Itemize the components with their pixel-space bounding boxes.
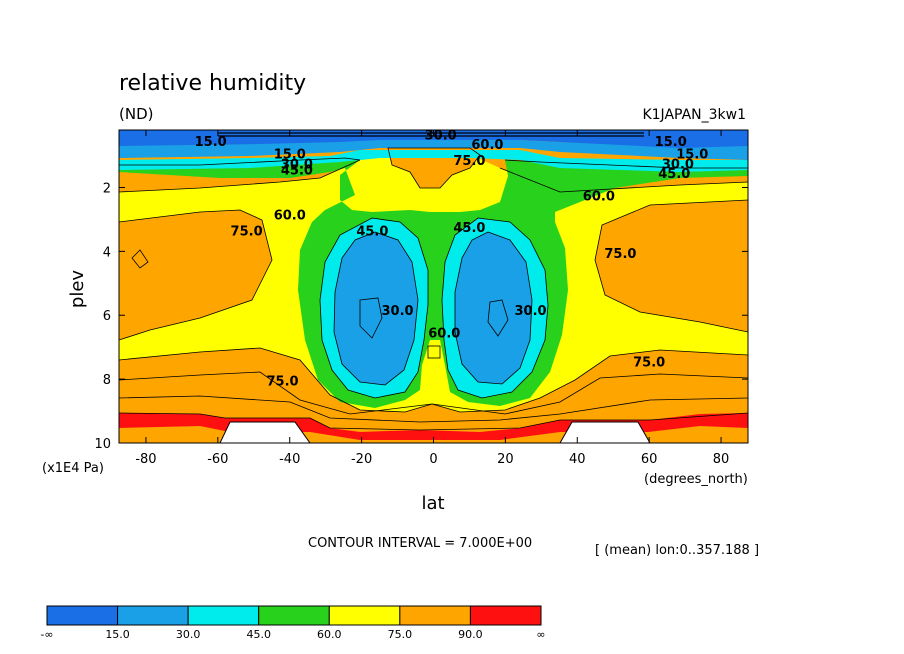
- y-tick-label: 8: [103, 373, 111, 388]
- colorbar-label: 45.0: [246, 628, 271, 641]
- colorbar-label: -∞: [40, 628, 53, 641]
- colorbar-label: ∞: [536, 628, 545, 641]
- x-tick-label: -60: [207, 452, 228, 467]
- band-lt15-top: [119, 130, 748, 148]
- contour-label: 30.0: [281, 157, 313, 172]
- band-gt90: [119, 413, 748, 440]
- colorbar-label: 60.0: [317, 628, 342, 641]
- band-45-60: [119, 158, 748, 408]
- contour-label: 45.0: [356, 224, 388, 239]
- colorbar-swatch: [469, 605, 542, 626]
- top-contour-stack: [218, 132, 644, 137]
- contour-label: 75.0: [604, 247, 636, 262]
- contour-interval: CONTOUR INTERVAL = 7.000E+00: [308, 536, 532, 551]
- colorbar-label: 30.0: [176, 628, 201, 641]
- x-tick-label: -40: [279, 452, 300, 467]
- y-tick-label: 6: [103, 309, 111, 324]
- chart-units: (ND): [119, 105, 153, 123]
- band-30-45-top: [119, 150, 748, 172]
- contour-label: 30.0: [515, 304, 547, 319]
- contour-labels: 15.015.030.045.030.060.075.015.015.030.0…: [195, 129, 709, 390]
- colorbar-swatch: [258, 605, 330, 626]
- x-tick-label: 60: [641, 452, 658, 467]
- contour-label: 30.0: [425, 129, 457, 144]
- x-units: (degrees_north): [644, 472, 748, 487]
- contour-lines: [119, 147, 748, 431]
- contour-label: 30.0: [662, 157, 694, 172]
- contour-label: 60.0: [471, 138, 503, 153]
- contour-label: 60.0: [428, 327, 460, 342]
- x-tick-label: -20: [351, 452, 372, 467]
- colorbar-swatch: [399, 605, 471, 626]
- x-tick-label: 0: [429, 452, 437, 467]
- colorbar-swatch: [117, 605, 189, 626]
- colorbar-label: 15.0: [105, 628, 130, 641]
- contour-label: 45.0: [658, 167, 690, 182]
- contour-label: 15.0: [676, 148, 708, 163]
- x-tick-label: 20: [497, 452, 514, 467]
- colorbar-swatch: [46, 605, 119, 626]
- y-tick-label: 2: [103, 181, 111, 196]
- mean-note: [ (mean) lon:0..357.188 ]: [595, 543, 759, 558]
- contour-label: 30.0: [382, 304, 414, 319]
- contour-label: 75.0: [267, 375, 299, 390]
- colorbar-label: 75.0: [388, 628, 413, 641]
- band-15-30-right: [455, 232, 532, 384]
- contour-label: 45.0: [453, 221, 485, 236]
- contour-label: 75.0: [453, 154, 485, 169]
- y-axis-label: plev: [67, 270, 88, 309]
- contour-label: 75.0: [633, 355, 665, 370]
- y-tick-label: 4: [103, 245, 111, 260]
- band-15-30-top: [119, 140, 748, 160]
- contour-label: 60.0: [583, 189, 615, 204]
- x-tick-label: -80: [135, 452, 156, 467]
- chart-title: relative humidity: [119, 71, 306, 96]
- colorbar-swatch: [187, 605, 260, 626]
- x-axis-label: lat: [421, 493, 444, 514]
- dataset-label: K1JAPAN_3kw1: [642, 107, 746, 123]
- contour-field: [119, 130, 748, 443]
- colorbar-swatch: [328, 605, 401, 626]
- x-tick-label: 40: [569, 452, 586, 467]
- contour-label: 75.0: [231, 224, 263, 239]
- x-axis: -80 -60 -40 -20 0 20 40 60 80: [135, 130, 729, 467]
- contour-label: 15.0: [195, 135, 227, 150]
- colorbar: -∞ 15.0 30.0 45.0 60.0 75.0 90.0 ∞: [40, 605, 546, 641]
- terrain-right: [559, 421, 651, 443]
- x-tick-label: 80: [713, 452, 730, 467]
- contour-label: 15.0: [274, 148, 306, 163]
- y-units: (x1E4 Pa): [42, 461, 104, 476]
- contour-label: 60.0: [274, 208, 306, 223]
- y-tick-label: 10: [94, 437, 111, 452]
- contour-label: 15.0: [655, 135, 687, 150]
- colorbar-label: 90.0: [458, 628, 483, 641]
- terrain-left: [219, 421, 311, 443]
- band-15-30-left: [334, 232, 418, 385]
- contour-label: 45.0: [281, 164, 313, 179]
- y-axis: 2 4 6 8 10: [94, 181, 748, 452]
